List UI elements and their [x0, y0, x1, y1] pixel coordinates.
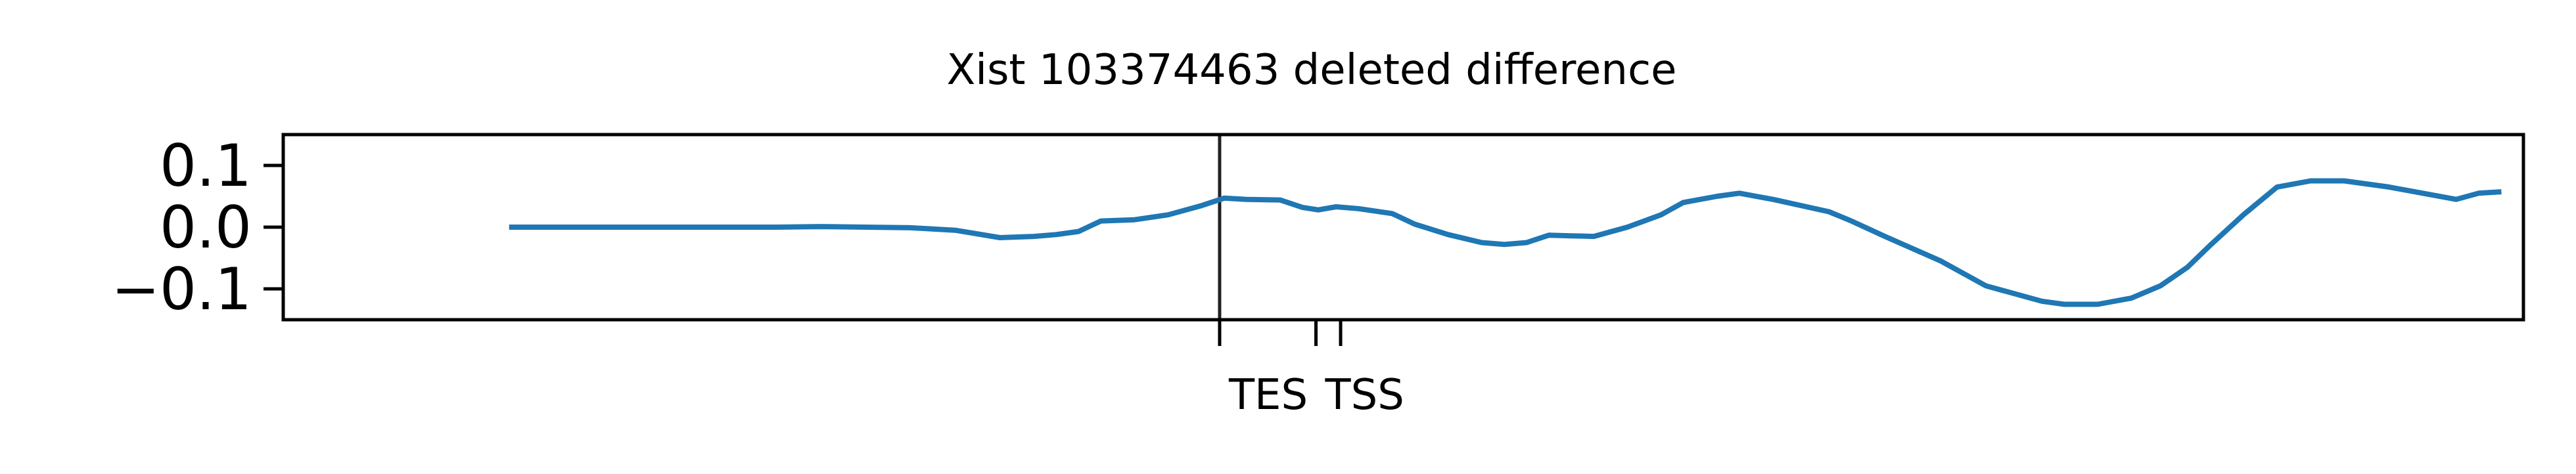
y-tick-label: 0.1 [160, 132, 252, 200]
axes-frame [281, 133, 2525, 322]
x-tick-label: TES [1228, 371, 1308, 420]
y-tick-label: 0.0 [160, 194, 252, 261]
y-tick-label: −0.1 [111, 255, 252, 323]
x-tick-label: TSS [1325, 371, 1404, 420]
series-line [509, 178, 2502, 307]
chart-title: Xist 103374463 deleted difference [946, 46, 1676, 95]
